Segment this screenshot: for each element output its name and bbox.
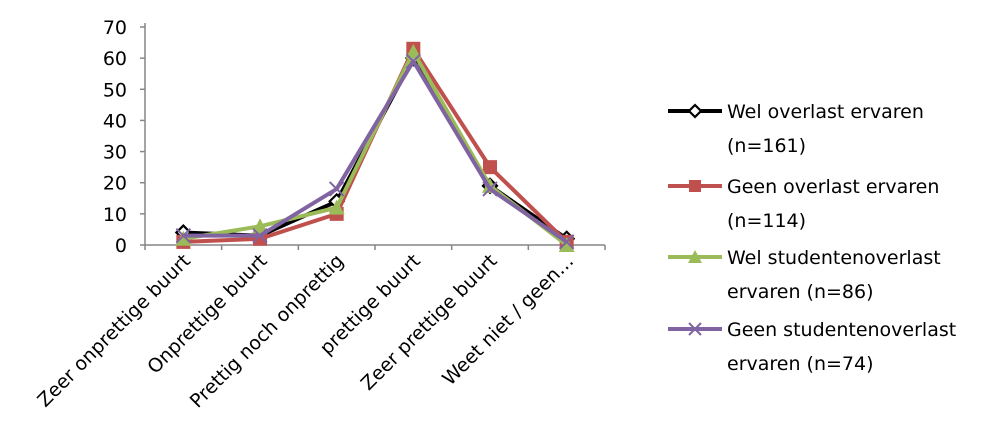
y-tick-label: 40 xyxy=(103,110,127,132)
square-marker xyxy=(689,180,701,192)
triangle-marker xyxy=(328,199,345,215)
series-line-4 xyxy=(183,59,568,244)
legend-item: Geen overlast ervaren (n=114) xyxy=(668,176,939,232)
square-marker xyxy=(483,160,497,175)
data-point xyxy=(482,181,498,197)
x-marker xyxy=(688,322,702,336)
y-tick-label: 0 xyxy=(115,235,127,257)
data-point xyxy=(558,234,575,250)
x-tick-label: Weet niet / geen… xyxy=(438,250,578,390)
data-point xyxy=(558,237,575,252)
y-tick-label: 20 xyxy=(103,173,127,195)
legend-label: ervaren (n=86) xyxy=(727,281,874,303)
legend-label: (n=161) xyxy=(727,135,806,157)
y-tick-label: 30 xyxy=(103,142,127,164)
legend: Wel overlast ervaren (n=161) Geen overlast… xyxy=(668,101,956,375)
data-point xyxy=(405,53,422,69)
y-tick-label: 60 xyxy=(103,48,127,70)
data-point xyxy=(328,199,345,215)
y-tick-label: 10 xyxy=(103,204,127,226)
series-line-2 xyxy=(183,46,569,244)
x-marker xyxy=(405,53,422,69)
triangle-marker xyxy=(688,250,702,263)
x-marker xyxy=(558,234,575,250)
series-lines xyxy=(174,41,576,252)
legend-item: Wel studentenoverlast ervaren (n=86) xyxy=(668,247,941,303)
series-line-1 xyxy=(183,56,568,241)
data-point xyxy=(175,227,192,244)
x-tick-label: Zeer prettige buurt xyxy=(357,250,502,395)
legend-label: ervaren (n=74) xyxy=(727,353,874,375)
data-point xyxy=(405,43,422,59)
data-point xyxy=(252,218,268,234)
x-marker xyxy=(175,227,192,244)
legend-label: Geen studentenoverlast xyxy=(727,319,956,341)
data-point xyxy=(483,160,497,175)
y-tick-label: 70 xyxy=(103,17,127,39)
triangle-marker xyxy=(175,230,192,246)
x-tick-label: Prettig noch onprettig xyxy=(186,250,348,412)
triangle-marker xyxy=(405,43,422,59)
legend-item: Geen studentenoverlast ervaren (n=74) xyxy=(668,319,956,375)
diamond-marker xyxy=(687,103,703,119)
legend-label: (n=114) xyxy=(727,210,806,232)
series-line-3 xyxy=(183,49,568,247)
data-point xyxy=(328,181,345,197)
x-marker xyxy=(328,181,345,197)
triangle-marker xyxy=(252,218,268,234)
y-tick-label: 50 xyxy=(103,79,127,101)
x-tick-label: Zeer onprettige buurt xyxy=(33,250,195,412)
x-marker xyxy=(252,227,268,244)
data-point xyxy=(175,230,192,246)
x-marker xyxy=(482,181,498,197)
legend-label: Wel overlast ervaren xyxy=(727,101,924,123)
legend-label: Wel studentenoverlast xyxy=(727,247,941,269)
data-point xyxy=(252,227,268,244)
triangle-marker xyxy=(558,237,575,252)
legend-label: Geen overlast ervaren xyxy=(727,176,939,198)
legend-item: Wel overlast ervaren (n=161) xyxy=(668,101,924,157)
